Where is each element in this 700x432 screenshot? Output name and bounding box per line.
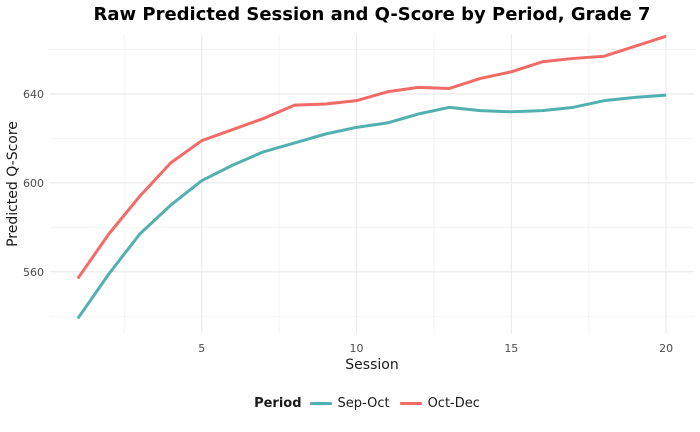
legend-swatch-sep-oct	[309, 402, 332, 405]
x-axis-ticks: 5 10 15 20	[198, 342, 673, 355]
y-tick-label: 600	[23, 177, 44, 190]
series-line-oct-dec	[76, 34, 667, 280]
chart-title: Raw Predicted Session and Q-Score by Per…	[93, 4, 651, 25]
y-axis-ticks: 560 600 640	[23, 88, 44, 279]
y-tick-label: 560	[23, 266, 44, 279]
major-gridlines	[50, 34, 694, 334]
x-tick-label: 10	[350, 342, 364, 355]
legend-label-sep-oct: Sep-Oct	[337, 396, 390, 411]
legend: Period Sep-Oct Oct-Dec	[0, 396, 700, 411]
legend-title: Period	[254, 396, 302, 411]
legend-item-oct-dec: Oct-Dec	[399, 396, 480, 411]
x-tick-label: 20	[659, 342, 673, 355]
series-line-sep-oct	[76, 93, 667, 320]
minor-gridlines	[50, 34, 694, 334]
legend-item-sep-oct: Sep-Oct	[309, 396, 390, 411]
y-axis-title: Predicted Q-Score	[5, 121, 21, 247]
legend-swatch-oct-dec	[399, 402, 422, 405]
x-axis-title: Session	[345, 357, 398, 373]
legend-label-oct-dec: Oct-Dec	[427, 396, 480, 411]
y-tick-label: 640	[23, 88, 44, 101]
x-tick-label: 15	[504, 342, 518, 355]
series-lines	[76, 34, 667, 320]
x-tick-label: 5	[198, 342, 205, 355]
